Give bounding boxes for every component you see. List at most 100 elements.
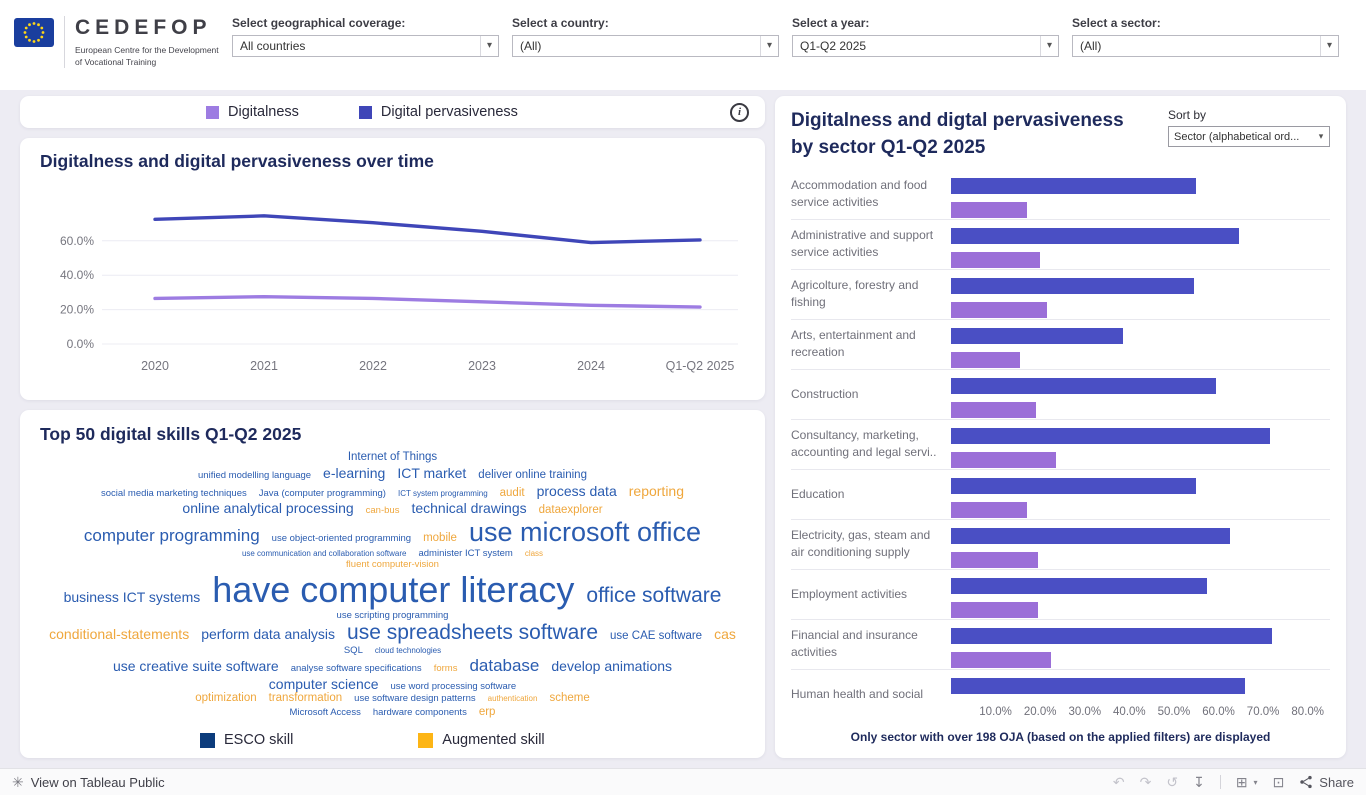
skill-word-esco[interactable]: use communication and collaboration soft… [241, 548, 407, 558]
digital-pervasiveness-bar[interactable] [951, 227, 1239, 244]
year-dropdown[interactable]: Q1-Q2 2025 ▾ [792, 35, 1059, 57]
digitalness-bar[interactable] [951, 551, 1038, 568]
skill-word-augmented[interactable]: authentication [487, 694, 538, 704]
digital-pervasiveness-bar[interactable] [951, 677, 1246, 694]
skill-word-augmented[interactable]: class [524, 548, 544, 558]
skill-word-esco[interactable]: use software design patterns [354, 693, 476, 705]
digitalness-bar[interactable] [951, 251, 1041, 268]
legend-item-esco-skill[interactable]: ESCO skill [200, 732, 293, 748]
skill-word-esco[interactable]: have computer literacy [212, 568, 575, 610]
digitalness-bar[interactable] [951, 601, 1038, 618]
skill-word-augmented[interactable]: fluent computer-vision [346, 559, 439, 571]
skill-word-esco[interactable]: deliver online training [478, 468, 587, 481]
skill-word-augmented[interactable]: reporting [628, 482, 685, 499]
skill-word-esco[interactable]: use object-oriented programming [271, 533, 412, 544]
skill-word-augmented[interactable]: forms [433, 663, 458, 675]
dropdown-caret-icon[interactable]: ▾ [480, 36, 498, 56]
skill-word-esco[interactable]: use word processing software [390, 680, 517, 692]
skill-word-esco[interactable]: use spreadsheets software [347, 621, 599, 645]
legend-item-digitalness[interactable]: Digitalness [206, 104, 299, 120]
dropdown-caret-icon[interactable]: ▾ [1318, 131, 1324, 141]
digitalness-bar[interactable] [951, 351, 1021, 368]
dropdown-caret-icon[interactable]: ▾ [760, 36, 778, 56]
device-caret-icon[interactable]: ▾ [1253, 777, 1258, 787]
digital-pervasiveness-bar[interactable] [951, 527, 1230, 544]
skill-word-esco[interactable]: administer ICT system [418, 547, 513, 559]
digitalness-bar[interactable] [951, 201, 1027, 218]
skill-word-esco[interactable]: SQL [343, 644, 363, 656]
series-line-digital-pervasiveness[interactable] [153, 214, 702, 245]
skill-word-esco[interactable]: Microsoft Access [289, 707, 361, 719]
skill-word-esco[interactable]: office software [586, 583, 722, 607]
skill-word-esco[interactable]: Java (computer programming) [258, 487, 386, 499]
skill-word-esco[interactable]: unified modelling language [198, 469, 312, 481]
skill-word-esco[interactable]: e-learning [323, 464, 386, 481]
skill-word-augmented[interactable]: erp [478, 706, 496, 719]
skill-word-esco[interactable]: computer science [268, 675, 379, 692]
skill-word-esco[interactable]: computer programming [83, 526, 260, 545]
share-button[interactable]: Share [1299, 775, 1354, 790]
digitalness-bar[interactable] [951, 651, 1052, 668]
skill-word-augmented[interactable]: scheme [549, 692, 590, 705]
digital-pervasiveness-bar[interactable] [951, 627, 1273, 644]
legend-item-digital-pervasiveness[interactable]: Digital pervasiveness [358, 104, 518, 120]
skill-word-esco[interactable]: use scripting programming [336, 609, 449, 621]
skill-word-esco[interactable]: online analytical processing [182, 500, 354, 517]
digitalness-bar[interactable] [951, 301, 1047, 318]
skill-word-esco[interactable]: ICT system programming [397, 488, 488, 498]
skill-word-augmented[interactable]: conditional-statements [49, 626, 190, 643]
skill-word-esco[interactable]: cloud technologies [374, 645, 442, 655]
skill-word-esco[interactable]: Internet of Things [347, 451, 438, 464]
line-chart-canvas[interactable]: 0.0% 20.0% 40.0% 60.0% 2020 2021 2022 2023 2024 Q… [40, 172, 745, 384]
brand-subtitle: European Centre for the Development of V… [75, 45, 219, 68]
digital-pervasiveness-bar[interactable] [951, 277, 1194, 294]
skill-word-augmented[interactable]: audit [499, 486, 525, 499]
digital-pervasiveness-bar[interactable] [951, 477, 1197, 494]
sort-dropdown[interactable]: Sector (alphabetical ord... ▾ [1168, 126, 1330, 147]
digital-pervasiveness-bar[interactable] [951, 177, 1197, 194]
skill-word-esco[interactable]: technical drawings [411, 500, 527, 517]
skill-word-esco[interactable]: analyse software specifications [290, 663, 422, 675]
skill-word-augmented[interactable]: can-bus [365, 505, 400, 517]
undo-icon[interactable]: ↶ [1112, 774, 1125, 790]
dropdown-caret-icon[interactable]: ▾ [1320, 36, 1338, 56]
skill-word-esco[interactable]: use CAE software [610, 630, 703, 643]
skill-word-esco[interactable]: use creative suite software [112, 658, 279, 675]
skill-word-esco[interactable]: perform data analysis [201, 626, 336, 643]
skill-word-augmented[interactable]: mobile [423, 532, 457, 544]
skill-word-augmented[interactable]: transformation [268, 692, 343, 705]
reset-icon[interactable]: ↺ [1166, 774, 1179, 790]
fullscreen-icon[interactable]: ⊡ [1272, 774, 1285, 790]
sector-dropdown[interactable]: (All) ▾ [1072, 35, 1339, 57]
redo-icon[interactable]: ↷ [1139, 774, 1152, 790]
digitalness-bar[interactable] [951, 401, 1036, 418]
skill-word-esco[interactable]: use microsoft office [468, 517, 702, 547]
info-icon[interactable]: i [730, 102, 749, 122]
download-icon[interactable]: ↧ [1193, 774, 1205, 790]
series-line-digitalness[interactable] [153, 294, 702, 309]
skill-word-esco[interactable]: social media marketing techniques [100, 487, 247, 499]
skill-word-esco[interactable]: business ICT systems [63, 588, 201, 605]
skill-word-augmented[interactable]: optimization [195, 692, 257, 705]
device-preview-icon[interactable]: ⊞ [1235, 774, 1248, 790]
skill-word-augmented[interactable]: cas [714, 626, 736, 643]
word-cloud-line: use communication and collaboration soft… [40, 547, 745, 559]
dropdown-caret-icon[interactable]: ▾ [1040, 36, 1058, 56]
digital-pervasiveness-bar[interactable] [951, 577, 1208, 594]
skill-word-esco[interactable]: ICT market [397, 464, 467, 481]
skill-word-esco[interactable]: hardware components [372, 707, 467, 719]
geographical-coverage-dropdown[interactable]: All countries ▾ [232, 35, 499, 57]
legend-item-augmented-skill[interactable]: Augmented skill [418, 732, 545, 748]
skill-word-esco[interactable]: process data [536, 482, 617, 499]
skill-word-esco[interactable]: database [469, 656, 540, 676]
digitalness-bar[interactable] [951, 501, 1027, 518]
digital-pervasiveness-bar[interactable] [951, 427, 1270, 444]
country-dropdown[interactable]: (All) ▾ [512, 35, 779, 57]
skill-word-esco[interactable]: develop animations [551, 658, 673, 675]
digital-pervasiveness-bar[interactable] [951, 327, 1123, 344]
skill-word-augmented[interactable]: dataexplorer [538, 504, 603, 517]
view-on-tableau-link[interactable]: View on Tableau Public [30, 774, 165, 790]
digitalness-bar[interactable] [951, 451, 1056, 468]
digital-pervasiveness-bar[interactable] [951, 377, 1217, 394]
sector-bars [951, 270, 1330, 319]
